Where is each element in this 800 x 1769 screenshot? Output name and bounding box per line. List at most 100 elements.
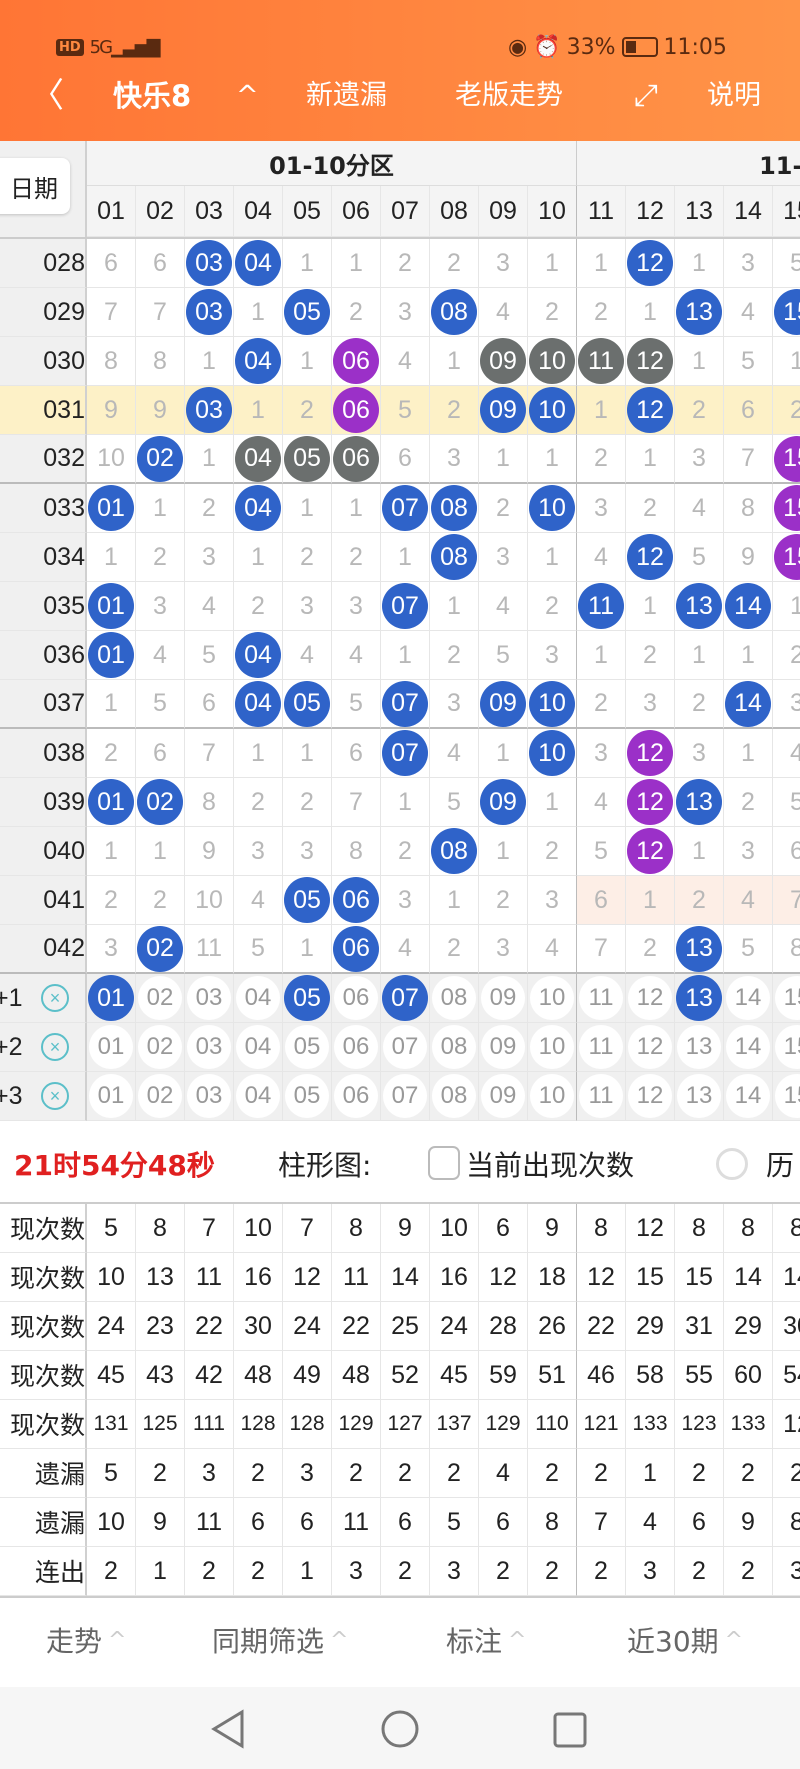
selectable-number[interactable]: 14 [726, 1074, 770, 1118]
bottom-tab-2[interactable]: 同期筛选 ^ [212, 1620, 348, 1660]
selectable-number[interactable]: 10 [530, 976, 574, 1020]
selectable-number[interactable]: 03 [187, 1025, 231, 1069]
prediction-cell[interactable]: 06 [332, 1023, 381, 1072]
selectable-number[interactable]: 09 [481, 1025, 525, 1069]
selectable-number[interactable]: 06 [334, 1074, 378, 1118]
selected-number-ball[interactable]: 13 [676, 975, 722, 1021]
prediction-cell[interactable]: 01 [87, 1023, 136, 1072]
prediction-cell[interactable]: 03 [185, 974, 234, 1023]
selectable-number[interactable]: 15 [775, 1025, 800, 1069]
prediction-cell[interactable]: 14 [724, 1072, 773, 1121]
selectable-number[interactable]: 12 [628, 976, 672, 1020]
selectable-number[interactable]: 15 [775, 976, 800, 1020]
selected-number-ball[interactable]: 01 [88, 975, 134, 1021]
prediction-cell[interactable]: 09 [479, 1072, 528, 1121]
selectable-number[interactable]: 12 [628, 1074, 672, 1118]
prediction-cell[interactable]: 01 [87, 1072, 136, 1121]
back-triangle-icon[interactable] [210, 1709, 246, 1749]
selectable-number[interactable]: 14 [726, 1025, 770, 1069]
prediction-cell[interactable]: 02 [136, 1072, 185, 1121]
prediction-cell[interactable]: 13 [675, 974, 724, 1023]
prediction-cell[interactable]: 09 [479, 1023, 528, 1072]
circle-x-icon[interactable]: × [41, 1033, 69, 1061]
current-count-checkbox[interactable] [428, 1146, 460, 1180]
new-missing-button[interactable]: 新遗漏 [306, 80, 387, 111]
selectable-number[interactable]: 03 [187, 976, 231, 1020]
selectable-number[interactable]: 10 [530, 1074, 574, 1118]
selectable-number[interactable]: 01 [89, 1025, 133, 1069]
selectable-number[interactable]: 11 [579, 1025, 623, 1069]
bottom-tab-3[interactable]: 标注 ^ [446, 1620, 526, 1660]
back-button[interactable]: 〈 [30, 74, 64, 118]
expand-icon[interactable]: ⤢ [634, 78, 658, 113]
history-radio[interactable] [716, 1148, 748, 1180]
prediction-cell[interactable]: 04 [234, 1072, 283, 1121]
prediction-cell[interactable]: 05 [283, 1023, 332, 1072]
selectable-number[interactable]: 08 [432, 1025, 476, 1069]
prediction-cell[interactable]: 05 [283, 974, 332, 1023]
prediction-cell[interactable]: 07 [381, 974, 430, 1023]
selectable-number[interactable]: 10 [530, 1025, 574, 1069]
selectable-number[interactable]: 11 [579, 1074, 623, 1118]
prediction-cell[interactable]: 11 [577, 1072, 626, 1121]
prediction-cell[interactable]: 07 [381, 1023, 430, 1072]
prediction-cell[interactable]: 06 [332, 1072, 381, 1121]
prediction-cell[interactable]: 04 [234, 1023, 283, 1072]
prediction-cell[interactable]: 08 [430, 1023, 479, 1072]
selectable-number[interactable]: 07 [383, 1074, 427, 1118]
bottom-tab-1[interactable]: 走势 ^ [46, 1620, 126, 1660]
prediction-cell[interactable]: 10 [528, 1023, 577, 1072]
selectable-number[interactable]: 05 [285, 1025, 329, 1069]
prediction-cell[interactable]: 15 [773, 1072, 800, 1121]
selectable-number[interactable]: 13 [677, 1025, 721, 1069]
current-count-label[interactable]: 当前出现次数 [466, 1149, 635, 1182]
prediction-cell[interactable]: 03 [185, 1072, 234, 1121]
prediction-cell[interactable]: 05 [283, 1072, 332, 1121]
selectable-number[interactable]: 15 [775, 1074, 800, 1118]
selectable-number[interactable]: 04 [236, 976, 280, 1020]
prediction-cell[interactable]: 06 [332, 974, 381, 1023]
bottom-tab-4[interactable]: 近30期 ^ [627, 1620, 743, 1660]
selectable-number[interactable]: 02 [138, 1074, 182, 1118]
prediction-cell[interactable]: 02 [136, 1023, 185, 1072]
prediction-cell[interactable]: 14 [724, 1023, 773, 1072]
prediction-cell[interactable]: 12 [626, 974, 675, 1023]
circle-x-icon[interactable]: × [41, 1082, 69, 1110]
prediction-cell[interactable]: 09 [479, 974, 528, 1023]
prediction-cell[interactable]: 02 [136, 974, 185, 1023]
selectable-number[interactable]: 06 [334, 1025, 378, 1069]
selectable-number[interactable]: 04 [236, 1074, 280, 1118]
selectable-number[interactable]: 13 [677, 1074, 721, 1118]
chevron-up-icon[interactable]: ^ [236, 80, 259, 111]
prediction-cell[interactable]: 03 [185, 1023, 234, 1072]
prediction-cell[interactable]: 15 [773, 974, 800, 1023]
selectable-number[interactable]: 12 [628, 1025, 672, 1069]
home-circle-icon[interactable] [380, 1709, 420, 1749]
selected-number-ball[interactable]: 05 [284, 975, 330, 1021]
selectable-number[interactable]: 08 [432, 1074, 476, 1118]
prediction-cell[interactable]: 07 [381, 1072, 430, 1121]
selectable-number[interactable]: 08 [432, 976, 476, 1020]
selectable-number[interactable]: 06 [334, 976, 378, 1020]
prediction-cell[interactable]: 13 [675, 1023, 724, 1072]
selectable-number[interactable]: 02 [138, 976, 182, 1020]
history-radio-label[interactable]: 历 [766, 1149, 795, 1182]
prediction-cell[interactable]: 11 [577, 1023, 626, 1072]
prediction-cell[interactable]: 14 [724, 974, 773, 1023]
prediction-cell[interactable]: 13 [675, 1072, 724, 1121]
prediction-cell[interactable]: 04 [234, 974, 283, 1023]
prediction-cell[interactable]: 08 [430, 1072, 479, 1121]
prediction-cell[interactable]: 15 [773, 1023, 800, 1072]
selectable-number[interactable]: 02 [138, 1025, 182, 1069]
prediction-cell[interactable]: 01 [87, 974, 136, 1023]
selectable-number[interactable]: 09 [481, 976, 525, 1020]
selected-number-ball[interactable]: 07 [382, 975, 428, 1021]
selectable-number[interactable]: 09 [481, 1074, 525, 1118]
prediction-cell[interactable]: 12 [626, 1072, 675, 1121]
prediction-cell[interactable]: 10 [528, 1072, 577, 1121]
selectable-number[interactable]: 04 [236, 1025, 280, 1069]
prediction-cell[interactable]: 11 [577, 974, 626, 1023]
selectable-number[interactable]: 07 [383, 1025, 427, 1069]
old-trend-button[interactable]: 老版走势 [455, 80, 563, 111]
recents-square-icon[interactable] [552, 1711, 588, 1749]
